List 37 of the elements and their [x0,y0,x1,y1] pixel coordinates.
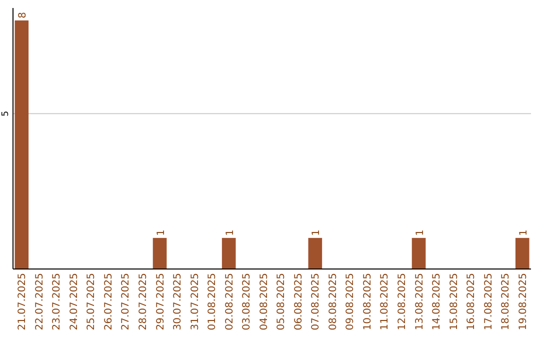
data-label: 1 [414,230,426,236]
x-tick-label: 07.08.2025 [310,273,322,330]
x-tick-label: 05.08.2025 [276,273,288,330]
x-tick-label: 29.07.2025 [155,273,166,330]
x-tick-label: 10.08.2025 [362,273,374,330]
x-tick-label: 08.08.2025 [328,273,339,330]
x-tick-label: 15.08.2025 [448,273,460,330]
x-tick-label: 03.08.2025 [242,273,253,330]
x-tick-label: 24.07.2025 [68,273,80,330]
x-tick-label: 17.08.2025 [483,273,494,330]
x-tick-label: 11.08.2025 [380,273,391,330]
x-tick-label: 12.08.2025 [397,273,408,330]
x-tick-label: 23.07.2025 [52,273,63,330]
x-tick-label: 21.07.2025 [17,273,28,330]
x-tick-label: 19.08.2025 [518,273,529,330]
x-tick-label: 31.07.2025 [190,273,201,330]
x-tick-label: 02.08.2025 [224,273,236,330]
x-tick-label: 09.08.2025 [345,273,356,330]
x-tick-label: 26.07.2025 [103,273,114,330]
x-tick-label: 30.07.2025 [172,273,184,330]
x-tick-label: 04.08.2025 [258,273,270,330]
y-tick-label: 5 [1,110,11,117]
x-tick-label: 18.08.2025 [500,273,512,330]
data-label: 1 [224,230,236,236]
x-tick-label: 27.07.2025 [120,273,132,330]
x-tick-label: 06.08.2025 [293,273,304,330]
x-tick-label: 01.08.2025 [207,273,218,330]
x-tick-label: 16.08.2025 [466,273,478,330]
x-tick-label: 25.07.2025 [86,273,98,330]
x-tick-label: 14.08.2025 [432,273,443,330]
data-label: 1 [156,230,167,236]
data-label: 1 [311,230,322,236]
data-label: 1 [518,230,530,236]
x-tick-label: 13.08.2025 [414,273,426,330]
data-label: 8 [18,12,29,18]
x-tick-label: 22.07.2025 [34,273,46,330]
x-tick-label: 28.07.2025 [138,273,149,330]
